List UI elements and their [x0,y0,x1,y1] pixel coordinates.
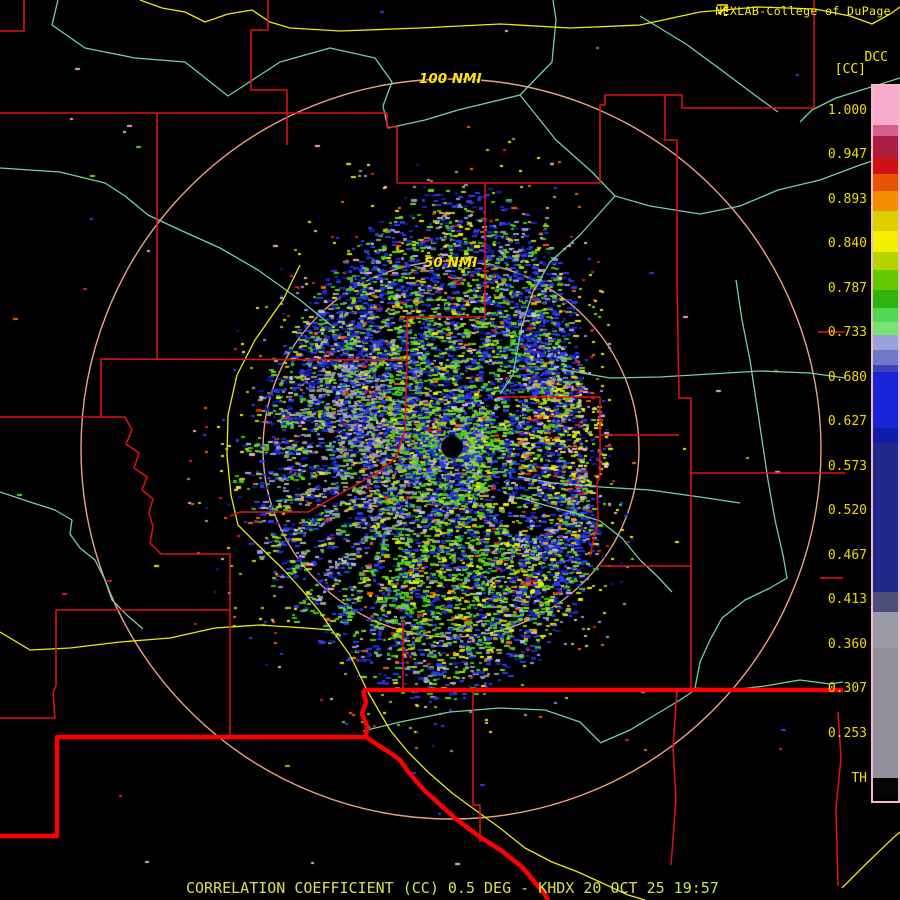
colorbar-tick-label: 0.947 [827,147,867,162]
colorbar-segment [873,252,898,270]
colorbar-segment [873,270,898,290]
colorbar-segment [873,136,898,157]
colorbar-tick-label: 0.253 [827,726,867,741]
colorbar-segment [873,211,898,231]
colorbar-segment [873,157,898,174]
product-unit-label: [CC] [834,62,866,77]
colorbar-tick-label: 0.787 [827,281,867,296]
colorbar-tick-label: 0.413 [827,592,867,607]
colorbar-tick-label: 0.520 [827,503,867,518]
colorbar-segment [873,443,898,592]
colorbar-segment [873,86,898,125]
colorbar-tick-label: 0.573 [827,459,867,474]
colorbar-segment [873,428,898,443]
colorbar-tick-label: 0.467 [827,548,867,563]
colorbar-tick-label: TH [851,771,867,786]
colorbar-segment [873,648,898,778]
colorbar-segment [873,372,898,428]
colorbar-tick-label: 0.733 [827,325,867,340]
colorbar-tick-label: 0.680 [827,370,867,385]
colorbar-segment [873,322,898,335]
colorbar-segment [873,365,898,372]
colorbar [871,84,900,803]
range-ring-label-50nmi: 50 NMI [424,255,478,271]
product-code-label: DCC [864,50,888,65]
colorbar-segment [873,191,898,211]
colorbar-segment [873,335,898,350]
colorbar-segment [873,350,898,365]
colorbar-segment [873,592,898,612]
colorbar-tick-label: 0.360 [827,637,867,652]
colorbar-segment [873,778,898,795]
colorbar-tick-label: 0.307 [827,681,867,696]
brand: NEXLAB-College of DuPage [715,4,895,18]
colorbar-segment [873,125,898,136]
range-ring-label-100nmi: 100 NMI [419,71,482,87]
colorbar-segment [873,174,898,191]
product-title: CORRELATION COEFFICIENT (CC) 0.5 DEG - K… [186,879,719,897]
colorbar-tick-label: 0.840 [827,236,867,251]
colorbar-segment [873,308,898,322]
colorbar-tick-label: 0.893 [827,192,867,207]
colorbar-segment [873,290,898,308]
colorbar-tick-label: 0.627 [827,414,867,429]
colorbar-tick-label: 1.000 [827,103,867,118]
colorbar-segment [873,231,898,252]
colorbar-segment [873,612,898,648]
brand-text: NEXLAB-College of DuPage [715,4,891,18]
